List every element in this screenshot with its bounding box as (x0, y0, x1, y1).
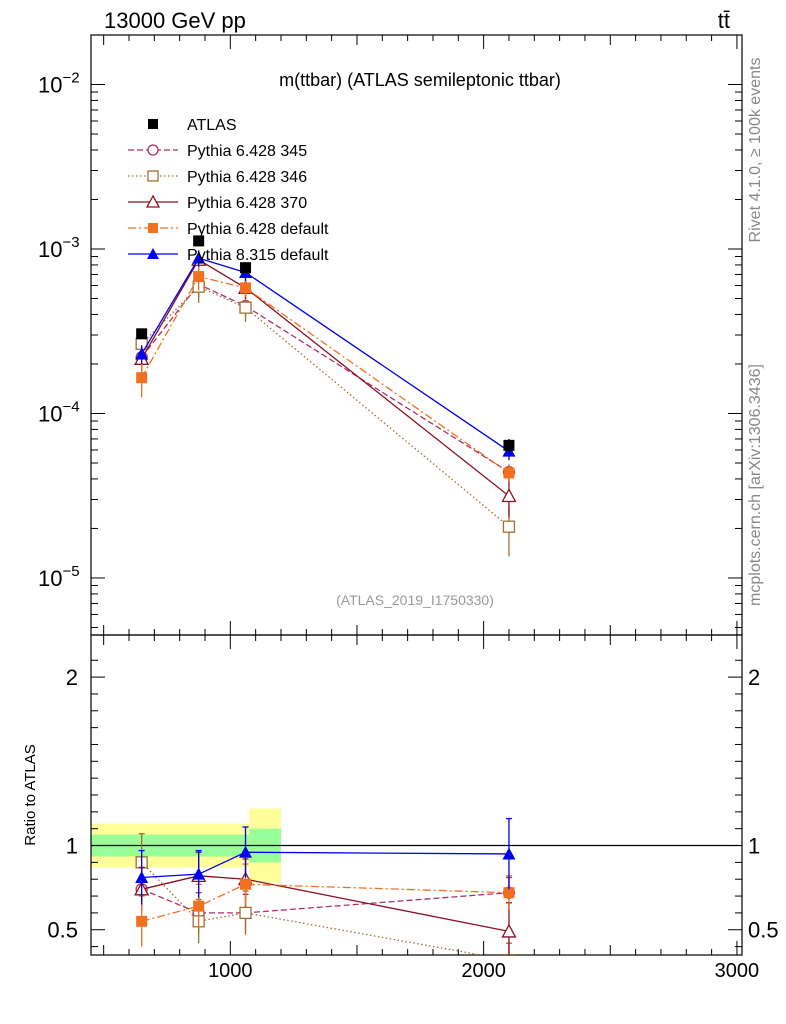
data-point-pythia-6-428-346 (239, 301, 252, 314)
legend: ATLAS Pythia 6.428 345 Pythia 6.428 346 Pyt… (128, 117, 329, 264)
y-tick-label: 10−3 (38, 234, 80, 262)
legend-marker-pythia-6-428-370 (145, 194, 161, 208)
ratio-point-pythia-8-315-default (502, 847, 516, 860)
series-line-pythia-6-428-370 (141, 258, 510, 497)
data-point-atlas (193, 235, 205, 247)
ratio-point-pythia-8-315-default (135, 871, 149, 884)
y-tick-label: 10−5 (38, 563, 80, 591)
legend-marker-pythia-6-428-346 (147, 170, 159, 182)
data-point-pythia-8-315-default (192, 251, 206, 264)
ratio-point-pythia-8-315-default (192, 867, 206, 880)
data-point-pythia-6-428-default (503, 467, 515, 479)
ratio-axis-ticks: 1000 2000 3000 0.5 0.5 1 1 2 2 (47, 635, 779, 982)
legend-marker-atlas (148, 119, 158, 129)
x-tick-label: 3000 (715, 960, 760, 982)
data-point-pythia-6-428-346 (502, 520, 516, 533)
y-tick-label: 10−4 (38, 398, 80, 426)
y-tick-label-right: 1 (748, 834, 760, 859)
x-tick-label: 2000 (461, 960, 506, 982)
ratio-y-label: Ratio to ATLAS (22, 744, 39, 845)
energy-label: 13000 GeV pp (104, 8, 246, 33)
data-point-pythia-8-315-default (135, 347, 149, 360)
y-tick-label: 2 (66, 665, 78, 690)
data-point-pythia-6-428-default (136, 372, 148, 384)
mcplots-label: mcplots.cern.ch [arXiv:1306.3436] (747, 364, 764, 606)
legend-label-pythia-6-428-default: Pythia 6.428 default (187, 221, 329, 238)
data-point-pythia-6-428-370 (501, 488, 517, 503)
ratio-point-pythia-6-428-346 (239, 906, 252, 920)
legend-label-atlas: ATLAS (187, 117, 237, 134)
legend-marker-pythia-8-315-default (147, 248, 159, 259)
ratio-point-pythia-8-315-default (239, 845, 253, 858)
ratio-line-pythia-6-428-345 (141, 888, 510, 914)
analysis-label: (ATLAS_2019_I1750330) (336, 592, 494, 608)
series-line-pythia-6-428-346 (141, 285, 510, 528)
ratio-point-pythia-6-428-default (503, 887, 515, 899)
series-line-pythia-6-428-default (141, 275, 510, 474)
chart-title: m(ttbar) (ATLAS semileptonic ttbar) (279, 70, 561, 90)
ratio-point-pythia-6-428-default (193, 900, 205, 912)
main-axis-ticks: 10−2 10−3 10−4 10−5 (38, 34, 742, 635)
ratio-plot-frame (90, 634, 743, 956)
legend-marker-pythia-6-428-default (148, 223, 158, 233)
legend-label-pythia-6-428-370: Pythia 6.428 370 (187, 195, 307, 212)
ratio-line-pythia-8-315-default (141, 851, 509, 879)
legend-label-pythia-6-428-345: Pythia 6.428 345 (187, 143, 307, 160)
data-point-pythia-6-428-default (240, 282, 252, 294)
y-tick-label: 10−2 (38, 70, 80, 98)
data-point-pythia-6-428-default (193, 271, 205, 283)
process-label: tt̄ (718, 8, 730, 33)
ratio-line-pythia-6-428-370 (141, 875, 510, 933)
series-line-pythia-8-315-default (141, 257, 510, 452)
legend-label-pythia-8-315-default: Pythia 8.315 default (187, 247, 329, 264)
ratio-point-pythia-6-428-370 (501, 923, 517, 938)
data-point-atlas (240, 262, 252, 274)
y-tick-label: 1 (66, 834, 78, 859)
rivet-label: Rivet 4.1.0, ≥ 100k events (747, 58, 764, 243)
ratio-point-pythia-6-428-default (136, 915, 148, 927)
data-point-atlas (503, 439, 515, 451)
series-line-pythia-6-428-345 (141, 283, 510, 473)
y-tick-label-right: 0.5 (748, 918, 779, 943)
y-tick-label: 0.5 (47, 918, 78, 943)
legend-marker-pythia-6-428-345 (147, 144, 159, 156)
ratio-line-pythia-6-428-default (141, 883, 509, 922)
y-tick-label-right: 2 (748, 665, 760, 690)
ratio-point-pythia-6-428-default (240, 878, 252, 890)
legend-label-pythia-6-428-346: Pythia 6.428 346 (187, 169, 307, 186)
ratio-line-pythia-6-428-346 (141, 861, 485, 955)
main-series-group (134, 235, 517, 557)
x-tick-label: 1000 (208, 960, 253, 982)
ratio-series-group (134, 817, 517, 955)
data-point-atlas (136, 328, 148, 340)
